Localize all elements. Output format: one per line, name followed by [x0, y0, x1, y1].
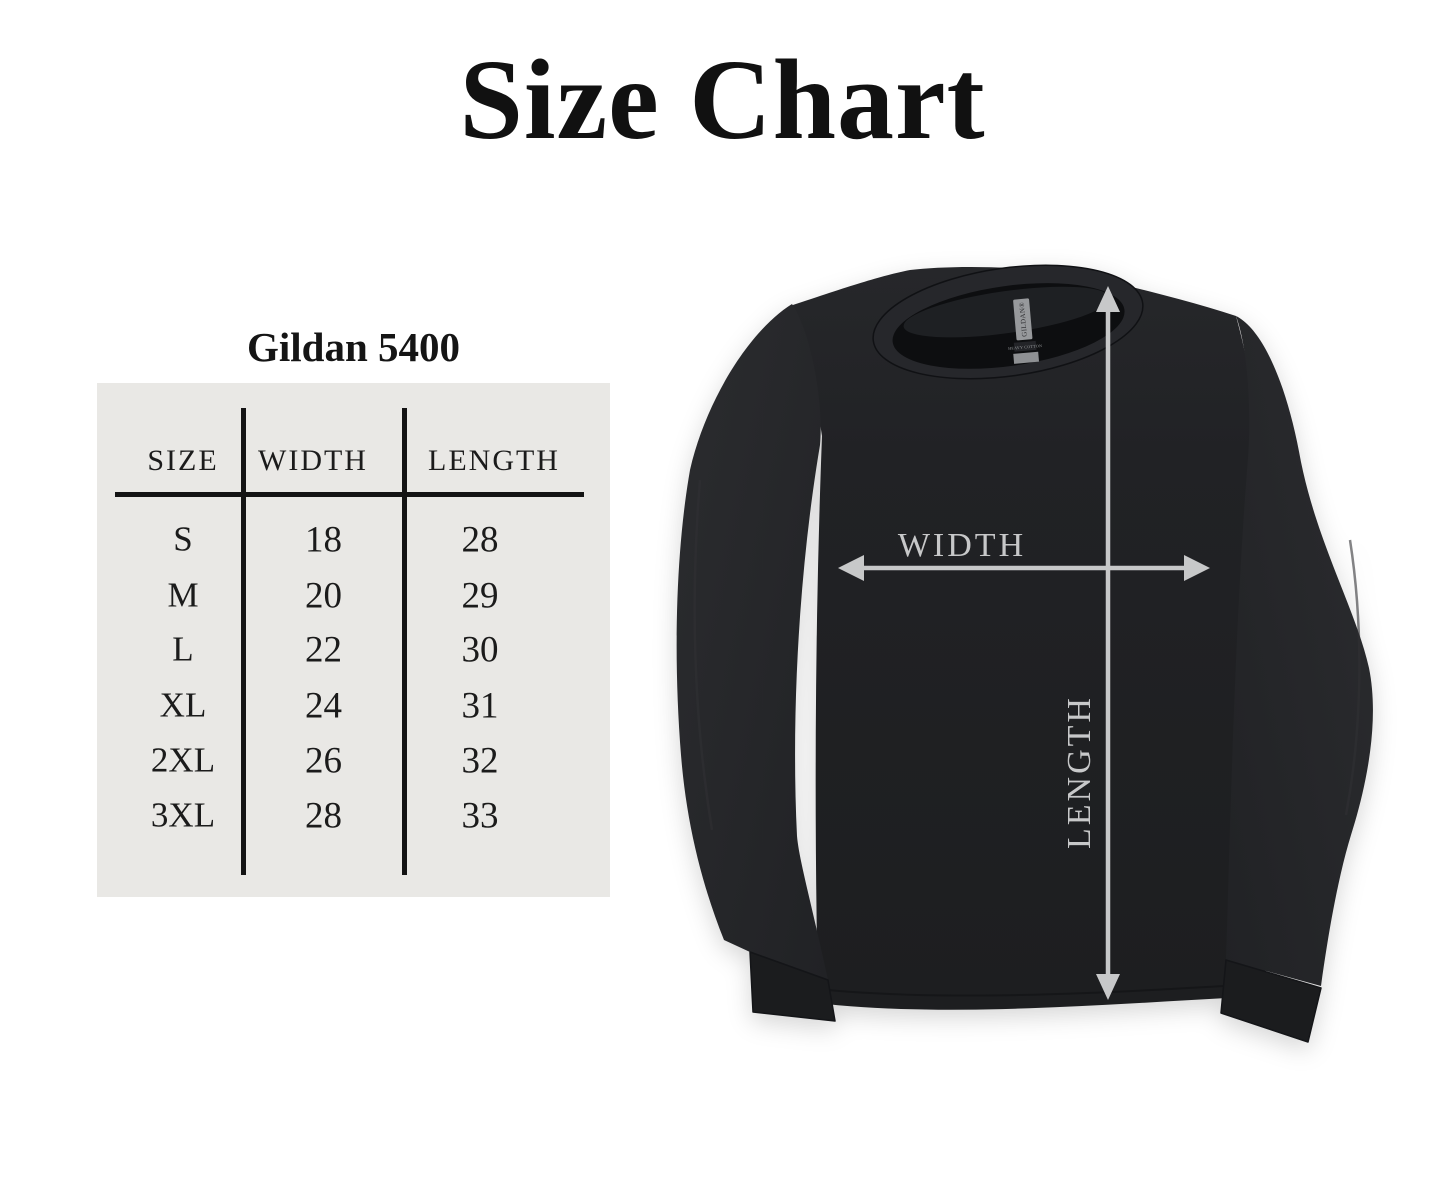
length-value: 30: [461, 629, 499, 671]
width-value: 28: [305, 795, 342, 837]
left-sleeve: [676, 304, 828, 980]
arrow-head-down-icon: [1096, 974, 1120, 1000]
width-value: 26: [305, 740, 342, 782]
table-row: M 20 29: [97, 578, 610, 615]
length-value: 28: [461, 519, 499, 561]
width-value: 20: [305, 575, 342, 617]
size-value: S: [173, 519, 193, 559]
shirt-photo: GILDAN® HEAVY COTTON: [676, 264, 1373, 1043]
table-column-divider: [241, 408, 246, 875]
column-header-length: LENGTH: [428, 444, 560, 477]
shirt-body: [790, 266, 1266, 1010]
table-row: XL 24 31: [97, 688, 610, 725]
width-value: 24: [305, 685, 342, 727]
size-value: L: [172, 629, 194, 669]
length-value: 29: [461, 575, 499, 617]
size-table-panel: SIZE WIDTH LENGTH S 18 28 M 20 29 L 22 3…: [97, 383, 610, 897]
size-value: 3XL: [150, 795, 216, 835]
table-row: 2XL 26 32: [97, 743, 610, 780]
hem-stitch: [827, 983, 1259, 997]
product-name: Gildan 5400: [246, 324, 461, 370]
collar: [872, 264, 1144, 380]
arrow-head-up-icon: [1096, 286, 1120, 312]
right-sleeve: [1226, 316, 1373, 986]
length-value: 31: [461, 685, 499, 727]
table-row: S 18 28: [97, 522, 610, 559]
table-header-row: SIZE WIDTH LENGTH: [97, 446, 610, 476]
width-arrow: [838, 555, 1210, 581]
arrow-head-left-icon: [838, 555, 864, 581]
right-cuff: [1220, 959, 1322, 1043]
length-arrow: [1096, 286, 1120, 1000]
arrow-head-right-icon: [1184, 555, 1210, 581]
neck-tag-brand-text: GILDAN®: [1018, 301, 1029, 337]
width-arrow-label: WIDTH: [898, 527, 1026, 564]
right-sleeve-fold: [1344, 539, 1361, 816]
table-header-rule: [115, 492, 584, 497]
left-cuff: [749, 951, 836, 1022]
length-arrow-label: LENGTH: [1061, 695, 1098, 849]
left-sleeve-fold: [693, 479, 714, 831]
neck-tag-strip: [1013, 340, 1037, 352]
page-title: Size Chart: [459, 36, 986, 163]
table-column-divider: [402, 408, 407, 875]
width-value: 18: [305, 519, 342, 561]
width-value: 22: [305, 629, 342, 671]
neck-tag-subtext: HEAVY COTTON: [1008, 343, 1042, 351]
table-row: 3XL 28 33: [97, 798, 610, 835]
column-header-width: WIDTH: [258, 444, 368, 477]
size-value: XL: [159, 685, 207, 725]
length-value: 33: [461, 795, 499, 837]
table-row: L 22 30: [97, 632, 610, 669]
size-value: 2XL: [150, 740, 216, 780]
size-sticker: [1013, 351, 1040, 364]
size-value: M: [167, 575, 199, 615]
column-header-size: SIZE: [147, 444, 219, 477]
length-value: 32: [461, 740, 499, 782]
neck-tag-label: [1013, 298, 1033, 341]
neck-tag: GILDAN® HEAVY COTTON: [1008, 298, 1042, 364]
collar-inner-back: [903, 286, 1110, 338]
